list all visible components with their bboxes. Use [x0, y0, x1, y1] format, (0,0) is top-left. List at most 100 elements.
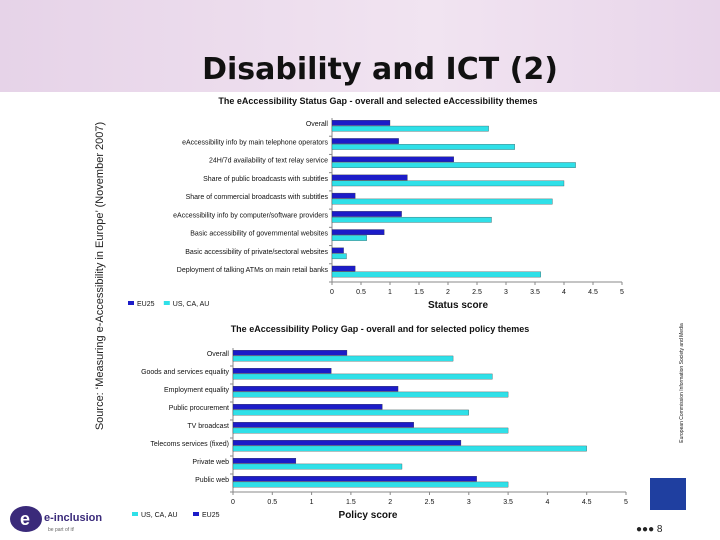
x-tick-label: 4.5: [588, 289, 598, 296]
x-tick-label: 2.5: [472, 289, 482, 296]
bar-eu25: [331, 156, 454, 163]
bar-eu25: [232, 386, 399, 392]
x-tick-label: 5: [624, 499, 628, 506]
x-tick-label: 0: [330, 289, 334, 296]
x-axis-title: Policy score: [339, 510, 398, 521]
legend-label: EU25: [137, 301, 155, 308]
bar-eu25: [232, 350, 348, 356]
category-label: Deployment of talking ATMs on main retai…: [177, 267, 329, 274]
logo-swirl-icon: [10, 506, 42, 532]
bar-us-ca-au: [232, 355, 454, 362]
bar-eu25: [232, 476, 477, 482]
category-label: Goods and services equality: [141, 369, 229, 376]
slide-title: Disability and ICT (2): [202, 52, 558, 87]
x-tick-label: 1: [310, 499, 314, 506]
category-label: Public web: [195, 477, 229, 484]
bar-eu25: [232, 404, 383, 410]
x-tick-label: 2.5: [425, 499, 435, 506]
status-gap-chart: The eAccessibility Status Gap - overall …: [118, 92, 636, 314]
category-label: Telecoms services (fixed): [150, 441, 229, 448]
bar-eu25: [232, 458, 297, 464]
bar-us-ca-au: [232, 445, 587, 452]
x-tick-label: 0.5: [267, 499, 277, 506]
x-tick-label: 4: [562, 289, 566, 296]
policy-gap-chart: The eAccessibility Policy Gap - overall …: [118, 320, 636, 530]
category-label: Overall: [207, 351, 230, 358]
category-label: Basic accessibility of governmental webs…: [190, 231, 328, 238]
bar-us-ca-au: [232, 427, 509, 434]
x-tick-label: 0: [231, 499, 235, 506]
category-label: Overall: [306, 121, 329, 128]
category-label: Share of public broadcasts with subtitle…: [203, 176, 328, 183]
legend-swatch: [128, 301, 134, 305]
bar-us-ca-au: [232, 391, 509, 398]
x-tick-label: 1.5: [414, 289, 424, 296]
x-tick-label: 3: [504, 289, 508, 296]
bar-us-ca-au: [331, 144, 515, 150]
bar-us-ca-au: [331, 125, 489, 132]
bar-us-ca-au: [331, 198, 553, 205]
source-note: Source: ‘Measuring e-Accessibility in Eu…: [94, 121, 106, 431]
bar-us-ca-au: [331, 253, 347, 260]
x-tick-label: 0.5: [356, 289, 366, 296]
header-band: [0, 0, 720, 92]
bar-eu25: [232, 422, 414, 428]
category-label: Employment equality: [164, 387, 229, 394]
logo-text: e-inclusion: [44, 512, 102, 524]
legend-label: US, CA, AU: [141, 512, 178, 519]
category-label: eAccessibility info by computer/software…: [173, 212, 328, 219]
logo-tagline: be part of it!: [48, 527, 74, 533]
page-number: ●●● 8: [636, 524, 663, 535]
legend-label: EU25: [202, 512, 220, 519]
bar-eu25: [232, 440, 462, 446]
x-tick-label: 1.5: [346, 499, 356, 506]
x-tick-label: 2: [446, 289, 450, 296]
e-inclusion-logo: e e-inclusion be part of it!: [10, 506, 102, 533]
eu-flag-icon: [650, 478, 686, 510]
status-gap-svg: The eAccessibility Status Gap - overall …: [128, 96, 624, 311]
x-tick-label: 1: [388, 289, 392, 296]
bar-us-ca-au: [331, 235, 367, 241]
bar-us-ca-au: [232, 373, 493, 380]
bar-us-ca-au: [232, 463, 403, 470]
bar-us-ca-au: [331, 162, 576, 168]
x-tick-label: 2: [388, 499, 392, 506]
category-label: Public procurement: [169, 405, 229, 412]
x-tick-label: 3.5: [530, 289, 540, 296]
bar-eu25: [331, 211, 402, 217]
bar-eu25: [232, 368, 332, 374]
x-tick-label: 5: [620, 289, 624, 296]
x-tick-label: 3.5: [503, 499, 513, 506]
category-label: 24H/7d availability of text relay servic…: [209, 158, 328, 165]
bar-us-ca-au: [232, 481, 509, 488]
legend-swatch: [193, 512, 199, 516]
x-tick-label: 4.5: [582, 499, 592, 506]
bar-us-ca-au: [331, 180, 565, 187]
category-label: Share of commercial broadcasts with subt…: [186, 194, 329, 201]
legend-swatch: [132, 512, 138, 516]
x-tick-label: 3: [467, 499, 471, 506]
category-label: eAccessibility info by main telephone op…: [182, 139, 328, 146]
bar-eu25: [331, 247, 344, 254]
policy-gap-svg: The eAccessibility Policy Gap - overall …: [132, 324, 628, 521]
bar-eu25: [331, 229, 385, 236]
x-axis-title: Status score: [428, 300, 488, 311]
bar-us-ca-au: [331, 271, 541, 278]
bar-eu25: [331, 265, 356, 272]
chart-title: The eAccessibility Status Gap - overall …: [218, 96, 537, 106]
bar-us-ca-au: [331, 216, 492, 223]
ec-text: European Commission Information Society …: [679, 323, 685, 443]
bar-us-ca-au: [232, 409, 469, 416]
category-label: TV broadcast: [187, 423, 229, 430]
bar-eu25: [331, 120, 391, 126]
legend-swatch: [163, 301, 170, 305]
bar-eu25: [331, 174, 408, 181]
category-label: Private web: [192, 459, 229, 466]
x-tick-label: 4: [545, 499, 549, 506]
bar-eu25: [331, 192, 356, 199]
legend-label: US, CA, AU: [173, 301, 210, 308]
chart-title: The eAccessibility Policy Gap - overall …: [231, 324, 530, 334]
category-label: Basic accessibility of private/sectoral …: [185, 249, 328, 256]
logo-e-letter-icon: e: [20, 509, 30, 529]
bar-eu25: [331, 138, 399, 144]
